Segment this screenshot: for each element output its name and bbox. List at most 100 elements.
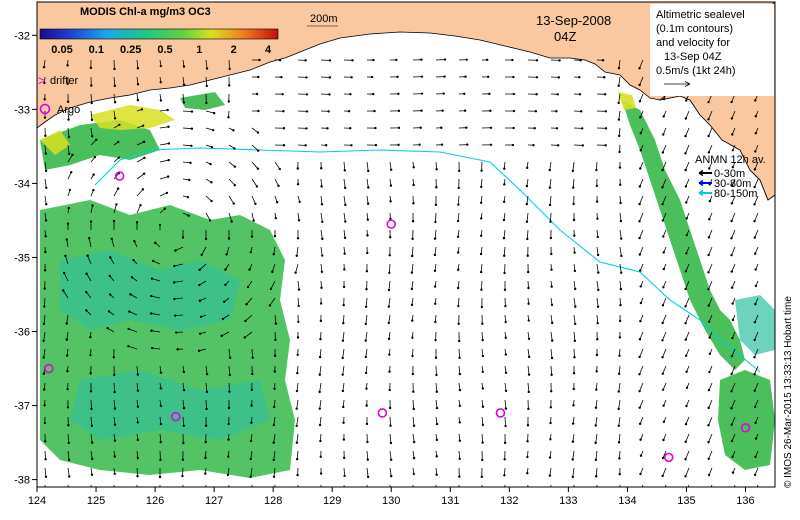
velocity-arrow-head [526, 472, 529, 475]
velocity-arrow [504, 382, 507, 391]
velocity-arrow [319, 382, 322, 392]
velocity-arrow [366, 161, 369, 171]
velocity-arrow-head [661, 304, 665, 307]
velocity-arrow-head [639, 454, 643, 457]
velocity-arrow-head [684, 440, 687, 444]
argo-icon [39, 103, 51, 115]
velocity-arrow [174, 280, 184, 283]
velocity-arrow-head [619, 219, 623, 223]
velocity-arrow [205, 127, 214, 131]
velocity-arrow-head [526, 237, 529, 241]
velocity-arrow-head [753, 473, 757, 477]
velocity-arrow [228, 195, 235, 204]
velocity-arrow-head [319, 337, 322, 341]
velocity-arrow-head [198, 283, 201, 287]
velocity-arrow [88, 238, 92, 248]
velocity-arrow-head [511, 58, 514, 62]
velocity-arrow-head [208, 219, 212, 222]
velocity-arrow-head [65, 322, 68, 325]
velocity-arrow-head [456, 235, 460, 238]
velocity-arrow-head [173, 297, 176, 301]
velocity-arrow [550, 314, 553, 323]
velocity-arrow [182, 484, 184, 487]
velocity-arrow-head [618, 319, 622, 323]
velocity-arrow-head [730, 354, 734, 358]
velocity-arrow-head [730, 390, 733, 393]
velocity-arrow-head [341, 373, 344, 376]
velocity-arrow-head [388, 254, 391, 257]
velocity-arrow-head [550, 356, 554, 360]
velocity-arrow [153, 260, 161, 265]
velocity-arrow-head [84, 290, 88, 294]
velocity-arrow [205, 212, 211, 221]
velocity-arrow-head [43, 305, 46, 308]
velocity-arrow-head [504, 389, 508, 393]
colorbar-tick-label: 0.5 [157, 44, 172, 56]
velocity-arrow [174, 297, 184, 300]
velocity-arrow-head [573, 287, 577, 291]
velocity-arrow [573, 331, 576, 341]
velocity-arrow [708, 127, 713, 137]
velocity-arrow [731, 416, 736, 425]
velocity-arrow-head [684, 117, 688, 120]
velocity-arrow-head [282, 127, 286, 130]
velocity-arrow-head [457, 339, 461, 343]
velocity-arrow-head [435, 390, 439, 393]
velocity-arrow-head [66, 64, 69, 67]
velocity-arrow-head [228, 356, 232, 359]
velocity-arrow [297, 297, 300, 306]
velocity-arrow-head [707, 134, 710, 138]
velocity-arrow-head [151, 259, 155, 263]
velocity-arrow-head [571, 169, 575, 173]
velocity-arrow-head [578, 76, 581, 79]
velocity-arrow-head [662, 438, 665, 442]
velocity-arrow [618, 59, 621, 69]
velocity-arrow-head [112, 356, 115, 359]
velocity-arrow-head [639, 149, 642, 152]
velocity-arrow-head [227, 455, 230, 458]
velocity-arrow-head [708, 336, 711, 339]
velocity-arrow [136, 141, 145, 146]
velocity-arrow-head [227, 116, 230, 119]
velocity-arrow-head [257, 109, 260, 113]
velocity-arrow-head [754, 437, 758, 440]
velocity-arrow-head [228, 67, 231, 71]
velocity-arrow-head [456, 286, 460, 290]
velocity-arrow-head [397, 143, 400, 147]
velocity-arrow-head [343, 268, 346, 271]
velocity-arrow-head [350, 144, 353, 147]
velocity-arrow [343, 161, 346, 171]
velocity-arrow [109, 257, 115, 265]
velocity-arrow-head [248, 268, 251, 271]
velocity-arrow [205, 59, 208, 69]
velocity-arrow-head [571, 458, 574, 461]
velocity-arrow-head [343, 186, 347, 190]
velocity-arrow-head [638, 406, 641, 409]
velocity-arrow [434, 229, 437, 239]
velocity-arrow-head [181, 458, 185, 461]
velocity-arrow-head [412, 166, 415, 169]
velocity-arrow-head [532, 143, 535, 147]
velocity-arrow [458, 348, 460, 358]
velocity-arrow-head [457, 304, 460, 308]
velocity-arrow-head [397, 92, 400, 96]
velocity-arrow-head [685, 252, 688, 255]
velocity-arrow-head [159, 404, 163, 408]
velocity-arrow-head [661, 151, 665, 154]
velocity-arrow-head [113, 101, 117, 104]
velocity-arrow-head [273, 370, 276, 373]
velocity-arrow-head [572, 186, 575, 189]
velocity-arrow-head [685, 404, 688, 408]
velocity-arrow-head [754, 115, 757, 118]
velocity-arrow-head [731, 471, 735, 474]
velocity-arrow [87, 255, 92, 265]
velocity-arrow-head [295, 457, 299, 461]
velocity-arrow [731, 195, 736, 204]
velocity-arrow-head [594, 406, 598, 409]
velocity-arrow [44, 195, 47, 205]
velocity-arrow-head [204, 237, 208, 241]
velocity-arrow-head [249, 250, 253, 254]
velocity-arrow-head [573, 322, 577, 326]
velocity-arrow-head [113, 407, 117, 410]
velocity-arrow-head [638, 422, 642, 426]
